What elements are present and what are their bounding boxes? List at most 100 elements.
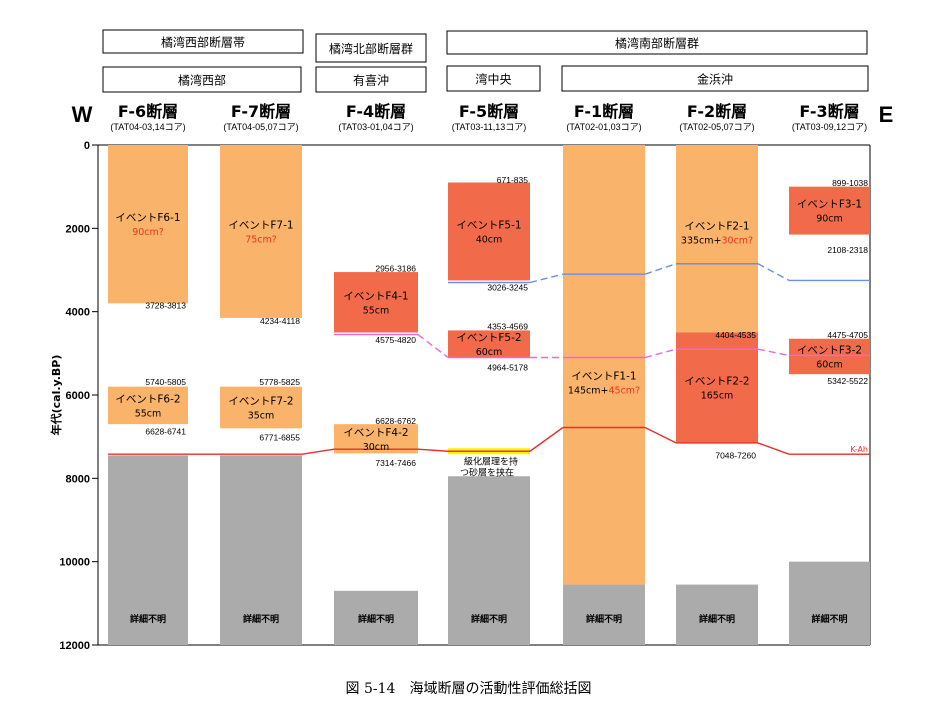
fault-cores: (TAT04-03,14コア) (110, 122, 185, 132)
pink-horizon-line (417, 334, 449, 359)
blue-horizon-line (529, 273, 564, 284)
graded-sand-note: 級化層理を持 (464, 455, 518, 467)
age-range-label: 6628-6762 (375, 416, 416, 426)
fault-name: F-6断層 (118, 102, 178, 121)
event-amount: 335cm+30cm? (681, 236, 753, 247)
event-box (676, 332, 758, 443)
event-box (448, 330, 530, 358)
age-range-label: 671-835 (497, 175, 528, 185)
kah-label: K-Ah (850, 445, 868, 454)
fault-cores: (TAT02-01,03コア) (566, 122, 641, 132)
event-label: イベントF4-2 (343, 427, 408, 439)
event-label: イベントF4-1 (343, 290, 408, 302)
event-box (220, 386, 302, 429)
event-amount: 165cm (701, 391, 734, 402)
fault-name: F-4断層 (346, 102, 406, 121)
west-label: W (72, 102, 93, 127)
graded-sand-note: つ砂層を挟在 (460, 466, 514, 478)
area-header-box (102, 66, 302, 93)
event-box (108, 145, 188, 304)
area-header-box (446, 65, 541, 92)
group-header-box (446, 30, 868, 55)
kah-horizon-line (644, 426, 677, 444)
event-amount: 40cm (476, 234, 503, 245)
age-range-label: 7048-7260 (715, 451, 756, 461)
event-amount: 35cm (248, 411, 275, 422)
fault-name: F-2断層 (687, 102, 747, 121)
unknown-zone (789, 561, 870, 645)
fault-cores: (TAT03-09,12コア) (792, 122, 867, 132)
event-box (563, 145, 645, 585)
age-range-label: 4964-5178 (487, 362, 528, 372)
event-amount: 55cm (363, 305, 390, 316)
age-range-label: 2108-2318 (827, 245, 868, 255)
event-label: イベントF5-2 (456, 332, 521, 344)
event-amount: 90cm (816, 214, 843, 225)
y-tick-label: 12000 (59, 640, 90, 652)
group-header-label: 橘湾南部断層群 (615, 36, 699, 51)
area-header-label: 湾中央 (475, 72, 511, 87)
fault-cores: (TAT03-01,04コア) (338, 122, 413, 132)
age-range-label: 2956-3186 (375, 264, 416, 274)
fault-cores: (TAT02-05,07コア) (679, 122, 754, 132)
age-range-label: 3728-3813 (145, 301, 186, 311)
area-header-box (315, 66, 427, 93)
unknown-zone-label: 詳細不明 (699, 613, 735, 625)
event-box (789, 338, 870, 375)
y-tick-label: 6000 (66, 390, 90, 402)
event-amount: 90cm? (132, 227, 164, 238)
age-range-label: 4353-4569 (487, 321, 528, 331)
unknown-zone (220, 455, 302, 645)
area-header-label: 橘湾西部 (178, 73, 226, 88)
event-label: イベントF3-2 (797, 344, 862, 356)
event-label: イベントF3-1 (797, 199, 862, 211)
event-amount: 145cm+45cm? (568, 386, 640, 397)
age-range-label: 6628-6741 (145, 426, 186, 436)
unknown-zone-label: 詳細不明 (471, 613, 507, 625)
east-label: E (879, 102, 894, 127)
event-label: イベントF7-1 (228, 219, 293, 231)
pink-horizon-line (644, 348, 677, 359)
event-label: イベントF1-1 (571, 371, 636, 383)
event-box (220, 145, 302, 318)
area-header-label: 金浜沖 (697, 72, 733, 87)
event-label: イベントF6-2 (115, 393, 180, 405)
area-header-label: 有喜沖 (353, 74, 389, 88)
unknown-zone (676, 584, 758, 645)
group-header-label: 橘湾西部断層帯 (161, 35, 245, 50)
blue-horizon-line (757, 263, 790, 282)
y-tick-label: 4000 (66, 307, 90, 319)
age-range-label: 5740-5805 (145, 377, 186, 387)
unknown-zone-label: 詳細不明 (811, 613, 847, 625)
age-range-label: 4404-4535 (715, 330, 756, 340)
fault-cores: (TAT03-11,13コア) (452, 122, 527, 132)
blue-horizon-line (644, 263, 677, 275)
unknown-zone-label: 詳細不明 (130, 613, 166, 625)
group-header-box (315, 33, 427, 63)
y-tick-label: 0 (84, 140, 90, 152)
kah-horizon-line (417, 448, 449, 452)
event-box (789, 186, 870, 235)
y-tick-label: 2000 (66, 223, 90, 235)
age-range-label: 6771-6855 (259, 432, 300, 442)
kah-horizon-line (529, 426, 564, 452)
event-amount: 55cm (135, 408, 162, 419)
kah-horizon-line (301, 448, 335, 455)
event-amount: 60cm (816, 359, 843, 370)
kah-horizon-line (757, 442, 790, 455)
event-label: イベントF7-2 (228, 396, 293, 408)
event-amount: 30cm (363, 442, 390, 453)
unknown-zone (108, 455, 188, 645)
group-header-label: 橘湾北部断層群 (329, 41, 413, 56)
age-range-label: 899-1038 (832, 178, 868, 188)
unknown-zone (334, 590, 418, 645)
age-range-label: 4575-4820 (375, 335, 416, 345)
pink-horizon-line (757, 348, 790, 357)
y-axis-label: 年代(cal.y.BP) (49, 355, 63, 436)
event-box (334, 272, 418, 333)
unknown-zone-label: 詳細不明 (243, 613, 279, 625)
area-header-box (561, 65, 869, 92)
figure-caption: 図 5-14 海域断層の活動性評価総括図 (345, 681, 592, 697)
age-range-label: 3026-3245 (487, 282, 528, 292)
event-amount: 60cm (476, 347, 503, 358)
